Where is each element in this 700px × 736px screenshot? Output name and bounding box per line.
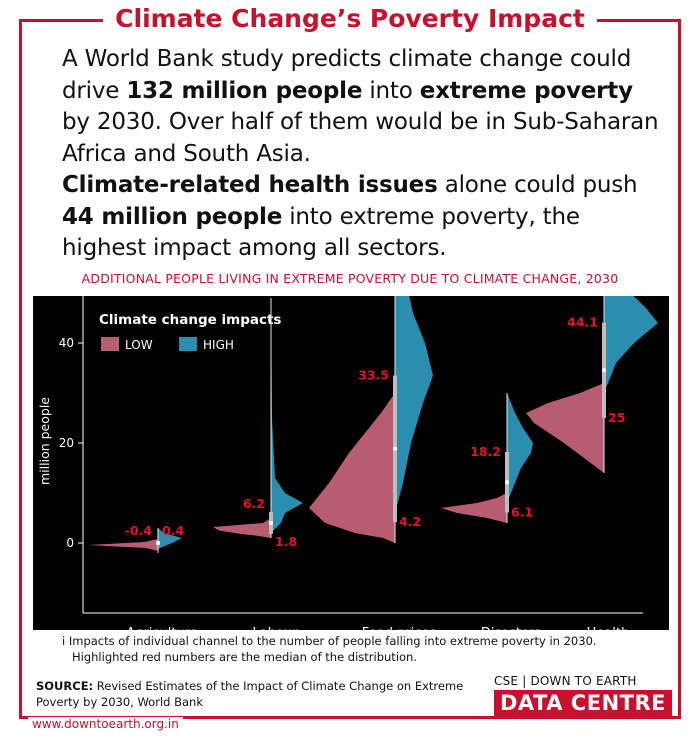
median-label-low-4: 6.1 — [511, 505, 533, 520]
violin-high-2 — [271, 298, 303, 533]
y-tick-label-20: 20 — [59, 436, 74, 450]
median-label-low-5: 25 — [608, 410, 625, 425]
source-label: SOURCE: — [36, 679, 94, 693]
intro-p1-b2: extreme poverty — [419, 77, 633, 104]
footnote-line1: i Impacts of individual channel to the n… — [62, 634, 597, 648]
violin-high-3 — [395, 296, 433, 513]
x-tick-label-5-1: Health — [587, 626, 630, 630]
source-text: SOURCE: Revised Estimates of the Impact … — [36, 678, 506, 710]
intro-p1-a: A World Bank study predicts climate chan… — [62, 46, 632, 104]
violin-low-4 — [441, 493, 507, 523]
brand-logo: CSE | DOWN TO EARTH DATA CENTRE — [494, 674, 676, 716]
y-axis-label: million people — [37, 397, 52, 485]
violin-median-dot-5 — [602, 368, 606, 373]
violin-low-5 — [526, 383, 604, 473]
footnote-line2: Highlighted red numbers are the median o… — [72, 650, 417, 664]
violin-high-5 — [604, 296, 658, 393]
intro-p2-a: alone could push — [437, 172, 638, 198]
x-tick-label-2-1: Labour — [253, 626, 299, 630]
median-label-low-2: 1.8 — [275, 534, 297, 549]
median-label-low-3: 4.2 — [399, 514, 421, 529]
intro-text: A World Bank study predicts climate chan… — [62, 44, 662, 265]
title-wrap: Climate Change’s Poverty Impact — [0, 4, 700, 33]
legend-label-low: LOW — [125, 338, 153, 352]
violin-median-dot-3 — [393, 446, 397, 451]
brand-top-text: CSE | DOWN TO EARTH — [494, 674, 676, 689]
legend-swatch-high — [179, 337, 197, 351]
y-tick-label-0: 0 — [66, 536, 74, 550]
violin-median-dot-4 — [505, 480, 509, 485]
x-tick-label-3-1: Food prices — [362, 626, 437, 630]
intro-p2-b2: 44 million people — [62, 203, 283, 230]
website-url[interactable]: www.downtoearth.org.in — [28, 717, 183, 731]
intro-p1-d: by 2030. Over half of them would be in S… — [62, 109, 659, 167]
median-label-low-1: -0.4 — [125, 523, 153, 538]
violin-high-4 — [507, 393, 533, 503]
violin-high-1 — [158, 528, 182, 549]
intro-p1-b1: 132 million people — [126, 77, 363, 104]
violin-median-dot-1 — [156, 541, 160, 545]
legend-title: Climate change impacts — [99, 312, 281, 328]
median-label-high-5: 44.1 — [567, 315, 598, 330]
median-label-high-2: 6.2 — [243, 496, 265, 511]
intro-p2-b1: Climate-related health issues — [62, 172, 438, 198]
y-tick-label-40: 40 — [59, 336, 74, 350]
brand-bottom-text: DATA CENTRE — [494, 690, 672, 716]
x-tick-label-1-1: Agriculture — [126, 626, 198, 630]
violin-low-1 — [88, 539, 158, 551]
footnote: i Impacts of individual channel to the n… — [62, 633, 662, 665]
chart-subtitle: ADDITIONAL PEOPLE LIVING IN EXTREME POVE… — [81, 271, 619, 286]
legend-swatch-low — [101, 337, 119, 351]
median-label-high-3: 33.5 — [358, 368, 389, 383]
median-label-high-4: 18.2 — [470, 444, 501, 459]
violin-median-dot-2 — [269, 521, 273, 525]
intro-p1-c: into — [362, 77, 420, 104]
legend-label-high: HIGH — [203, 338, 234, 352]
intro-p2-c: into extreme poverty, the highest impact… — [62, 203, 580, 262]
page-title: Climate Change’s Poverty Impact — [103, 4, 597, 33]
violin-low-3 — [309, 393, 395, 543]
source-body: Revised Estimates of the Impact of Clima… — [36, 679, 464, 709]
x-tick-label-4-1: Disasters — [481, 626, 542, 630]
median-label-high-1: 0.4 — [162, 523, 184, 538]
violin-low-2 — [213, 518, 271, 538]
